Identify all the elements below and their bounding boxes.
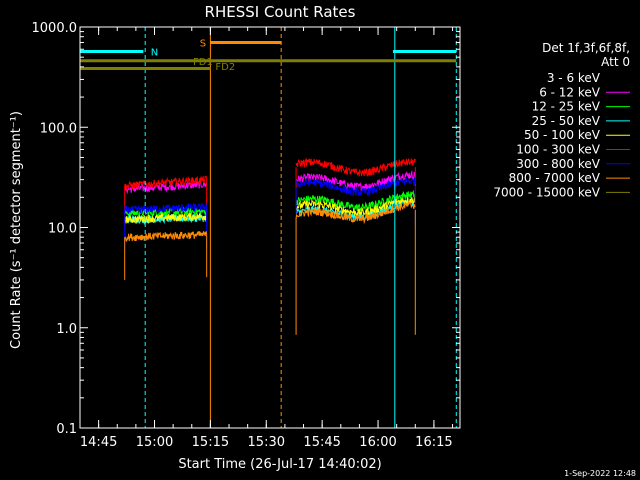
series-4 [124,196,416,225]
series-line-7-1 [295,200,416,225]
legend-label: 25 - 50 keV [532,114,601,128]
x-tick-label: 15:15 [192,435,229,450]
x-axis-label: Start Time (26-Jul-17 14:40:02) [178,457,381,472]
x-tick-label: 14:45 [80,435,117,450]
flag-label-fd1: FD1 [193,57,213,68]
y-tick-label: 1.0 [56,322,77,337]
legend-header: Det 1f,3f,6f,8f,Att 0 [542,41,630,69]
overlay-layer: N S FD1 FD2 [79,27,457,428]
x-tick-label: 15:45 [303,435,340,450]
series-line-6-0 [124,202,208,214]
legend-label: 300 - 800 keV [516,157,600,171]
series-0 [124,87,416,168]
x-tick-label: 16:15 [415,435,452,450]
flag-label-s: S [200,39,206,50]
legend-label: 7000 - 15000 keV [493,185,600,199]
series-line-1-1 [295,170,416,192]
y-tick-label: 0.1 [56,422,77,437]
legend-header-line: Att 0 [601,55,630,69]
generation-date: 1-Sep-2022 12:48 [564,469,636,478]
series-line-2-0 [124,206,208,219]
y-axis-label: Count Rate (s⁻¹ detector segment⁻¹) [9,111,24,349]
series-line-7-0 [124,231,208,243]
series-line-4-1 [295,196,416,218]
series-line-6-1 [295,177,416,197]
y-tick-label: 10.0 [48,222,77,237]
x-tick-label: 15:30 [248,435,285,450]
series-line-0-1 [296,87,416,92]
flag-label-fd2: FD2 [215,62,235,73]
y-tick-label: 1000.0 [32,21,78,36]
legend-label: 100 - 300 keV [516,143,600,157]
plot-frame [79,26,461,429]
legend-label: 6 - 12 keV [539,85,601,99]
series-line-5-1 [295,157,416,177]
legend-label: 12 - 25 keV [532,100,601,114]
series-line-0-0 [124,89,208,95]
legend-label: 800 - 7000 keV [509,171,601,185]
series-7 [124,200,416,335]
series-line-5-0 [124,175,208,192]
chart-title: RHESSI Count Rates [205,3,356,21]
series-layer [124,87,416,335]
legend-label: 3 - 6 keV [547,71,601,85]
legend-label: 50 - 100 keV [524,128,601,142]
axes-layer: 14:45 15:00 15:15 15:30 15:45 16:00 16:15 0.1 1.… [32,21,461,450]
flag-label-n: N [151,47,158,58]
series-line-4-0 [124,212,207,225]
legend-header-line: Det 1f,3f,6f,8f, [542,41,630,55]
x-tick-label: 16:00 [359,435,396,450]
y-tick-label: 100.0 [40,121,77,136]
x-tick-label: 15:00 [136,435,173,450]
